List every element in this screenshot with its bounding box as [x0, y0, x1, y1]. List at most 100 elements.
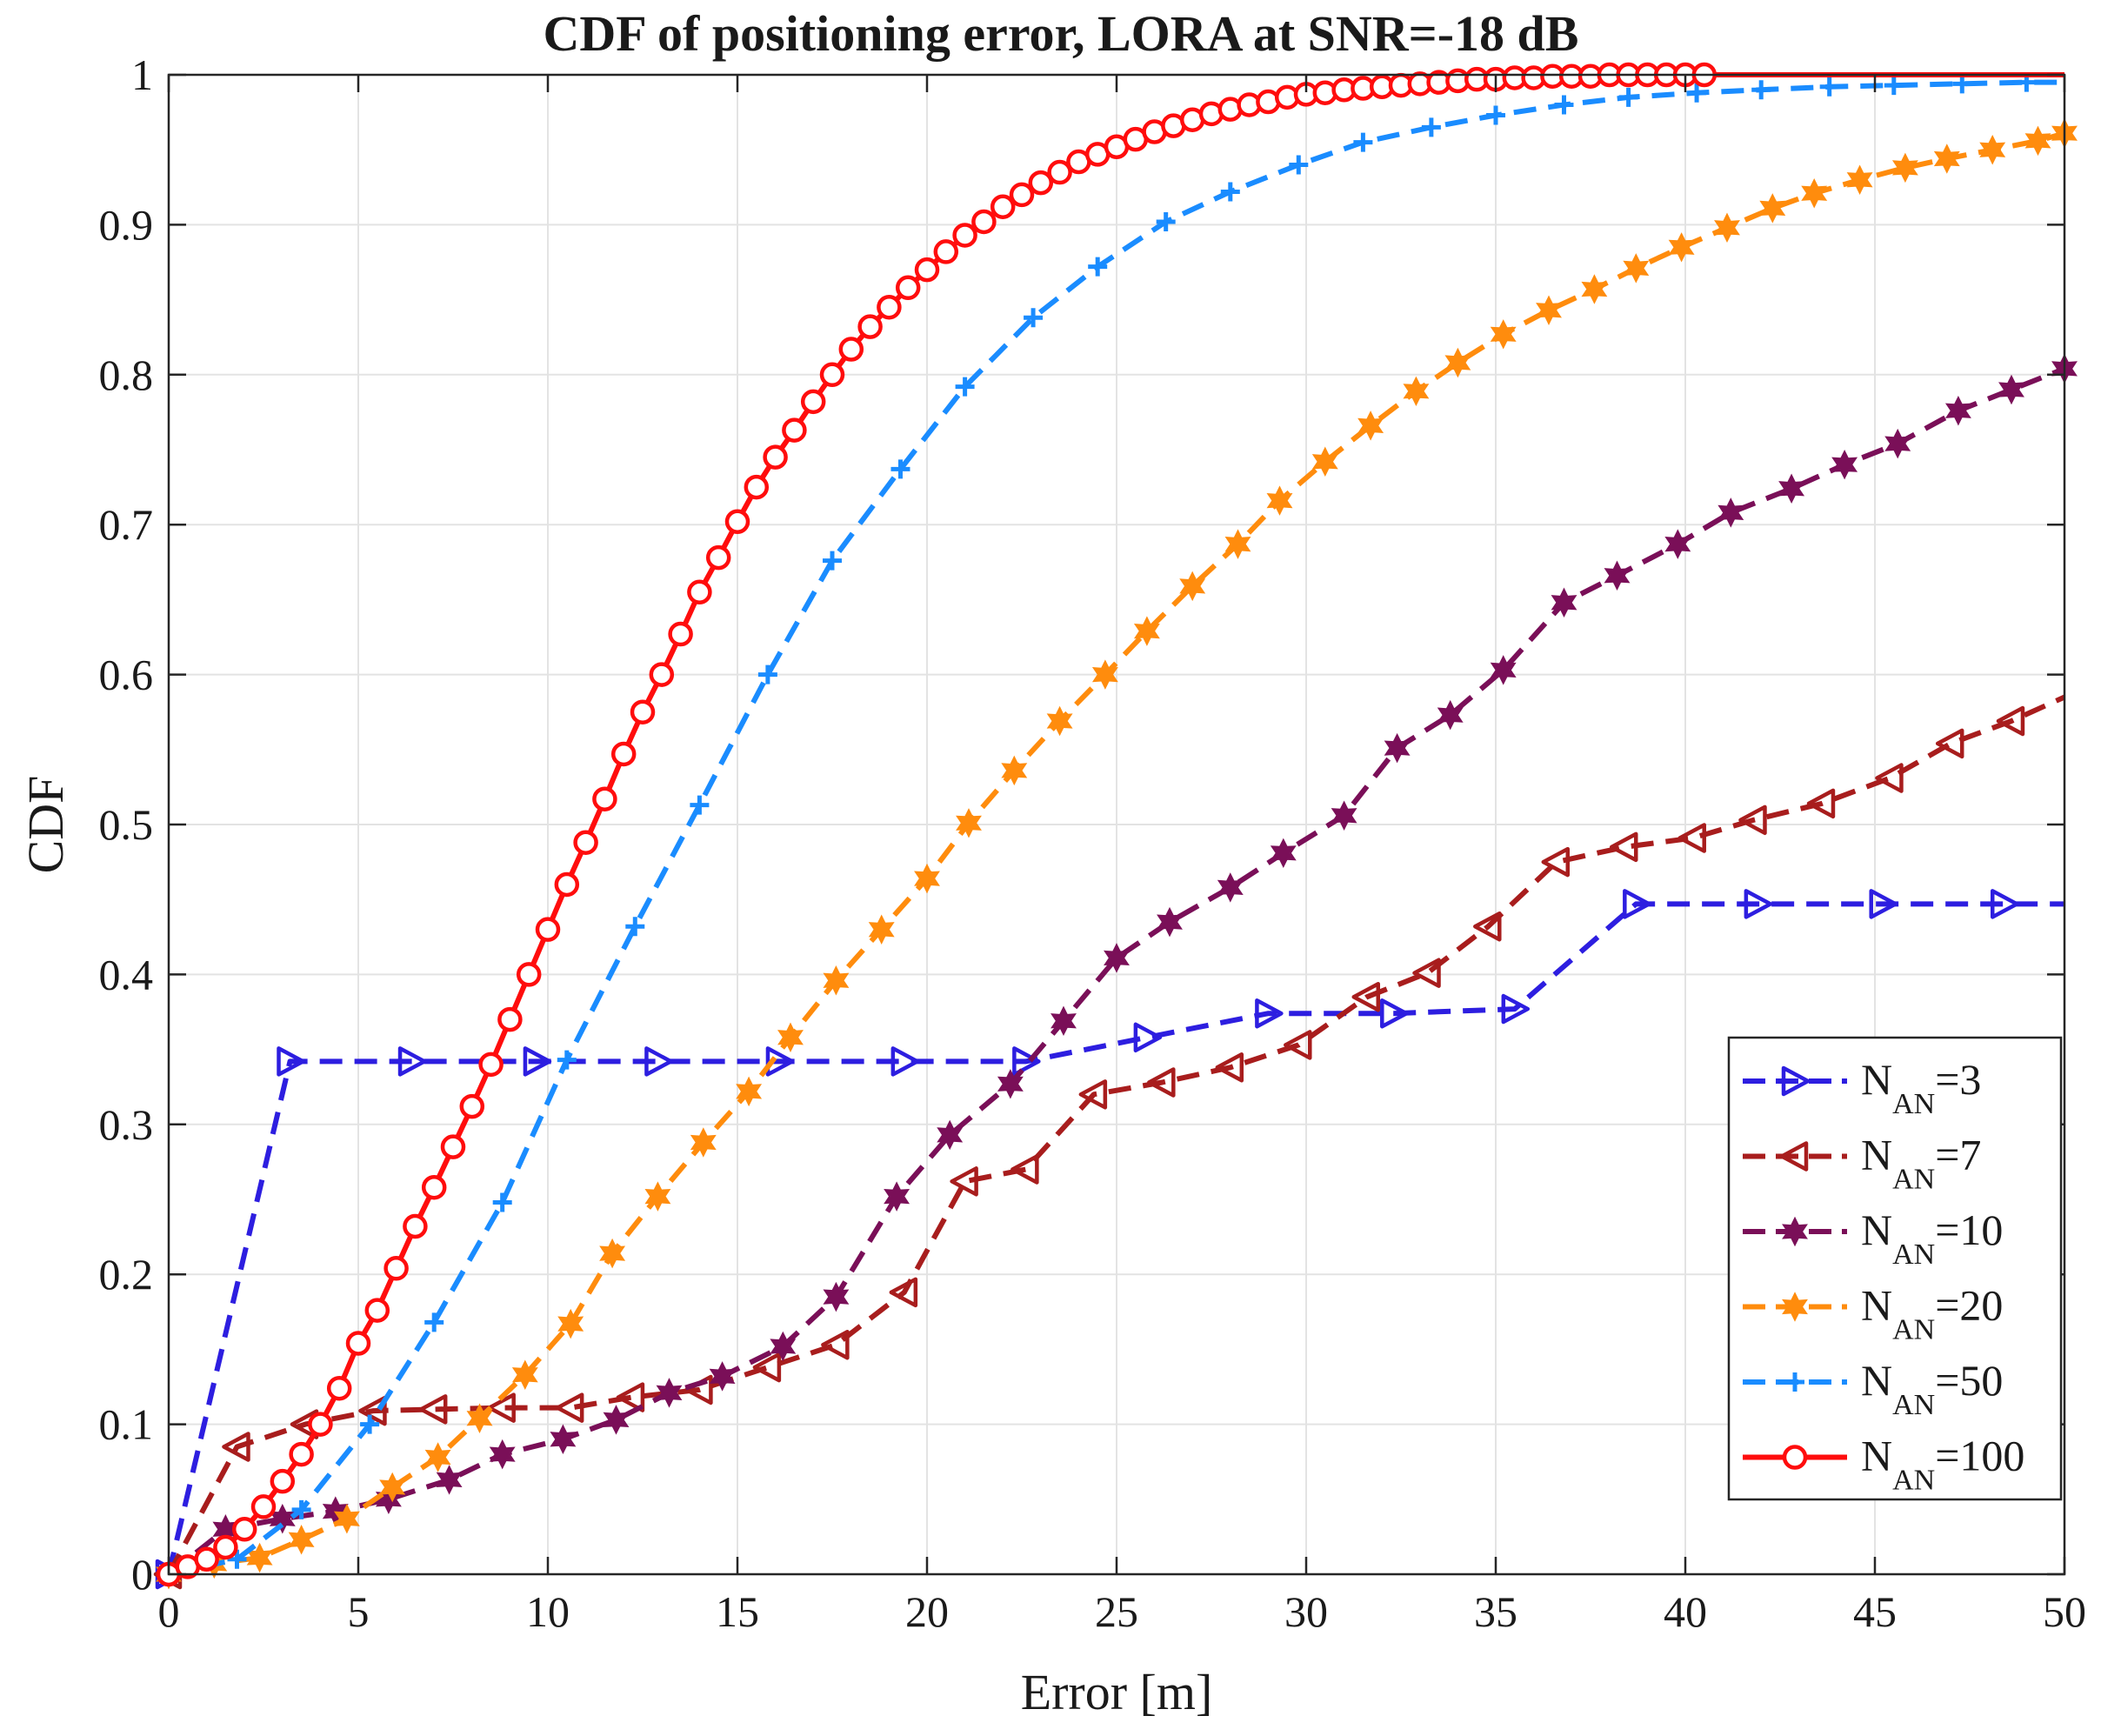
data-point-marker: [1104, 943, 1130, 973]
data-point-marker: [1778, 473, 1805, 504]
data-point-marker: [1846, 164, 1873, 195]
data-point-marker: [1782, 1445, 1808, 1470]
data-point-marker: [440, 1134, 466, 1159]
x-tick-label: 15: [716, 1587, 759, 1636]
data-point-marker: [308, 1412, 333, 1437]
data-point-marker: [1501, 993, 1531, 1025]
data-point-marker: [1933, 144, 1960, 174]
data-point-marker: [1668, 232, 1695, 263]
data-point-marker: [1623, 253, 1650, 284]
data-point-marker: [1444, 347, 1471, 378]
data-point-marker: [1782, 1216, 1808, 1247]
x-tick-label: 40: [1664, 1587, 1707, 1636]
data-point-marker: [819, 362, 845, 388]
data-point-marker: [838, 337, 864, 362]
data-point-marker: [616, 1382, 645, 1412]
data-point-marker: [1224, 529, 1251, 559]
data-point-marker: [1331, 800, 1357, 831]
legend-entry: NAN=7: [1743, 1131, 1981, 1196]
data-point-marker: [1357, 411, 1384, 441]
data-point-marker: [1179, 571, 1206, 602]
data-point-marker: [1785, 1372, 1804, 1392]
data-point-marker: [1028, 170, 1054, 196]
data-point-marker: [1884, 428, 1911, 459]
data-point-marker: [523, 1046, 552, 1077]
x-tick-label: 45: [1853, 1587, 1897, 1636]
data-point-marker: [1091, 659, 1118, 690]
data-point-marker: [1541, 846, 1571, 878]
data-point-marker: [459, 1093, 485, 1119]
data-point-marker: [1782, 1292, 1808, 1322]
series-n-an-100: [156, 62, 2064, 1587]
data-point-marker: [326, 1375, 352, 1401]
data-point-marker: [782, 417, 807, 443]
data-point-marker: [1010, 1154, 1039, 1185]
data-point-marker: [625, 917, 645, 937]
data-point-marker: [757, 664, 777, 684]
data-point-marker: [1759, 193, 1786, 224]
data-point-marker: [889, 1277, 918, 1308]
data-point-marker: [555, 1392, 584, 1423]
data-point-marker: [466, 1403, 493, 1433]
data-point-marker: [1255, 998, 1284, 1029]
data-point-marker: [990, 194, 1016, 219]
data-point-marker: [997, 1069, 1024, 1099]
data-point-marker: [511, 1359, 538, 1390]
data-point-marker: [424, 1442, 451, 1472]
data-point-marker: [1536, 295, 1562, 325]
data-point-marker: [222, 1432, 250, 1462]
data-point-marker: [1604, 560, 1631, 591]
data-point-marker: [1935, 728, 1964, 759]
data-point-marker: [690, 1127, 717, 1158]
y-tick-label: 0.3: [99, 1100, 154, 1149]
data-point-marker: [1421, 117, 1441, 137]
y-tick-label: 0.9: [99, 200, 154, 249]
data-point-marker: [1311, 446, 1338, 477]
data-point-marker: [1990, 889, 2019, 919]
legend-entry: NAN=50: [1743, 1356, 2003, 1421]
data-point-marker: [1781, 1065, 1811, 1097]
data-point-marker: [1677, 823, 1706, 853]
data-point-marker: [823, 1281, 850, 1312]
data-point-marker: [1714, 212, 1740, 244]
data-point-marker: [955, 377, 975, 397]
data-point-marker: [1001, 755, 1028, 786]
data-point-marker: [644, 1181, 671, 1212]
data-point-marker: [1024, 308, 1044, 328]
data-point-marker: [1623, 889, 1651, 919]
data-point-marker: [1996, 705, 2025, 737]
data-point-marker: [705, 544, 731, 571]
data-point-marker: [487, 1392, 516, 1423]
legend-label: NAN=3: [1861, 1055, 1981, 1120]
data-point-marker: [1046, 705, 1073, 737]
data-point-marker: [687, 579, 712, 605]
data-point-marker: [227, 1549, 247, 1569]
data-point-marker: [868, 914, 895, 945]
chart-title: CDF of positioning error, LORA at SNR=-1…: [544, 5, 1579, 62]
data-point-marker: [1012, 1046, 1041, 1077]
data-point-marker: [823, 551, 842, 571]
legend-box: [1727, 1036, 2063, 1501]
data-point-marker: [1779, 1141, 1809, 1172]
series-n-an-20: [156, 117, 2078, 1590]
data-point-marker: [603, 1405, 630, 1435]
data-point-marker: [277, 1046, 305, 1077]
y-tick-label: 1: [131, 50, 153, 99]
data-point-marker: [724, 509, 750, 535]
plot-area: [153, 62, 2078, 1590]
data-point-marker: [1284, 1030, 1312, 1060]
y-tick-label: 0.7: [99, 500, 154, 549]
data-point-marker: [2024, 125, 2051, 157]
axis-ticks: 0 5 10 15 20 25 30 35 40 45 50 0 0.1 0.2 0.3 0.4 0.5 0.6 0…: [99, 50, 2087, 1636]
data-point-marker: [333, 1503, 360, 1534]
data-point-marker: [291, 1499, 311, 1519]
legend-label: NAN=100: [1861, 1432, 2024, 1497]
y-tick-label: 0.5: [99, 800, 154, 849]
x-tick-label: 25: [1095, 1587, 1138, 1636]
data-point-marker: [489, 1439, 516, 1470]
data-point-marker: [1952, 74, 1972, 94]
data-point-marker: [1738, 805, 1767, 836]
data-point-marker: [1078, 1079, 1108, 1110]
data-point-marker: [956, 808, 982, 838]
